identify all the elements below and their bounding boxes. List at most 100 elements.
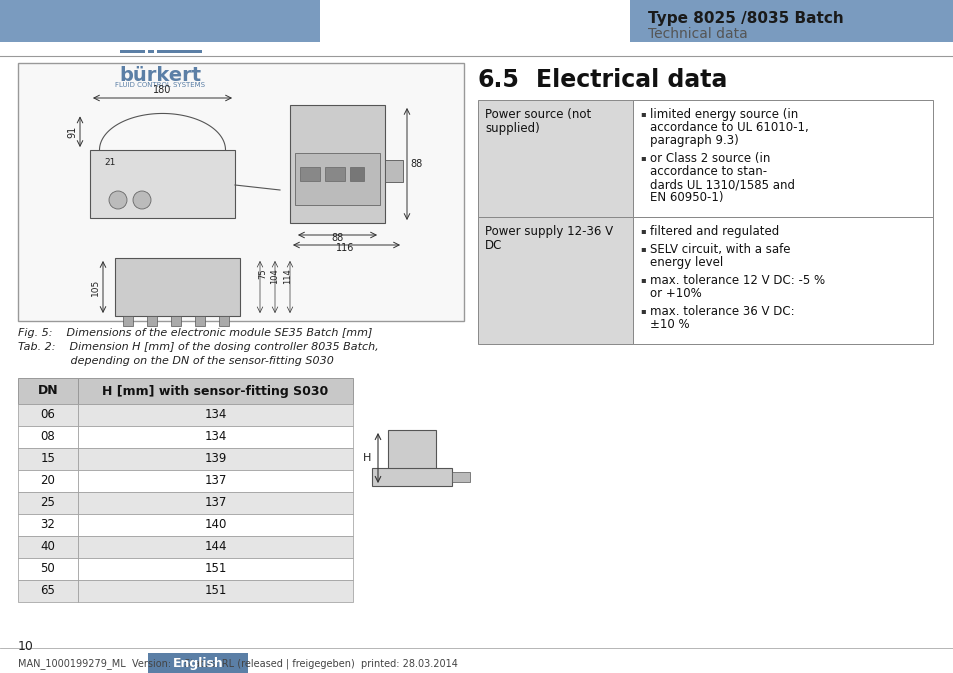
Bar xyxy=(18,558,78,580)
Text: limited energy source (in: limited energy source (in xyxy=(649,108,798,121)
Bar xyxy=(350,167,364,181)
Bar xyxy=(372,468,452,486)
Text: 91: 91 xyxy=(67,126,77,138)
Text: 21: 21 xyxy=(104,158,115,167)
Bar xyxy=(78,404,353,426)
Bar xyxy=(219,316,229,326)
Text: DC: DC xyxy=(484,239,502,252)
Text: max. tolerance 12 V DC: -5 %: max. tolerance 12 V DC: -5 % xyxy=(649,274,824,287)
Bar xyxy=(78,378,353,404)
Bar xyxy=(78,448,353,470)
Text: ▪: ▪ xyxy=(639,153,645,162)
Bar xyxy=(633,217,932,344)
Text: Electrical data: Electrical data xyxy=(536,68,726,92)
Bar xyxy=(18,492,78,514)
Bar xyxy=(194,316,205,326)
Bar xyxy=(388,430,436,480)
Text: 140: 140 xyxy=(204,518,227,532)
Bar xyxy=(120,50,145,53)
Bar xyxy=(477,100,633,217)
Bar xyxy=(171,316,181,326)
Text: bürkert: bürkert xyxy=(119,66,201,85)
Text: 151: 151 xyxy=(204,563,227,575)
Bar xyxy=(148,50,153,53)
Text: Technical data: Technical data xyxy=(647,27,747,41)
Bar xyxy=(78,536,353,558)
Text: 104: 104 xyxy=(270,268,278,284)
Text: 15: 15 xyxy=(41,452,55,466)
Text: 88: 88 xyxy=(410,159,422,169)
Bar xyxy=(18,426,78,448)
Text: depending on the DN of the sensor-fitting S030: depending on the DN of the sensor-fittin… xyxy=(18,356,334,366)
Text: paragraph 9.3): paragraph 9.3) xyxy=(649,134,738,147)
Bar xyxy=(299,167,319,181)
Text: 65: 65 xyxy=(41,584,55,598)
Text: 75: 75 xyxy=(257,268,267,279)
Bar xyxy=(115,258,240,316)
Text: filtered and regulated: filtered and regulated xyxy=(649,225,779,238)
Text: FLUID CONTROL SYSTEMS: FLUID CONTROL SYSTEMS xyxy=(115,82,205,88)
Text: 114: 114 xyxy=(283,268,292,284)
Text: accordance to UL 61010-1,: accordance to UL 61010-1, xyxy=(649,121,808,134)
Bar xyxy=(157,50,202,53)
Text: ▪: ▪ xyxy=(639,109,645,118)
Text: ▪: ▪ xyxy=(639,275,645,284)
Text: 105: 105 xyxy=(91,279,99,295)
Bar xyxy=(147,316,157,326)
Text: Type 8025 /8035 Batch: Type 8025 /8035 Batch xyxy=(647,11,842,26)
Text: 180: 180 xyxy=(153,85,172,95)
Bar xyxy=(633,100,932,217)
Text: English: English xyxy=(172,656,223,670)
Bar xyxy=(294,153,379,205)
Text: supplied): supplied) xyxy=(484,122,539,135)
Bar xyxy=(18,514,78,536)
Text: 137: 137 xyxy=(204,474,227,487)
Bar xyxy=(477,217,633,344)
Bar xyxy=(18,470,78,492)
Text: 20: 20 xyxy=(41,474,55,487)
Circle shape xyxy=(109,191,127,209)
Text: 6.5: 6.5 xyxy=(477,68,519,92)
Bar xyxy=(90,150,234,218)
Text: MAN_1000199279_ML  Version: C Status: RL (released | freigegeben)  printed: 28.0: MAN_1000199279_ML Version: C Status: RL … xyxy=(18,658,457,669)
Text: ±10 %: ±10 % xyxy=(649,318,689,331)
Text: 134: 134 xyxy=(204,409,227,421)
Bar xyxy=(78,580,353,602)
Bar xyxy=(148,653,248,673)
Bar xyxy=(290,105,385,223)
Bar xyxy=(78,470,353,492)
Text: 08: 08 xyxy=(41,431,55,444)
Bar xyxy=(325,167,345,181)
Text: H: H xyxy=(362,453,371,463)
Text: Power source (not: Power source (not xyxy=(484,108,591,121)
Bar xyxy=(18,404,78,426)
Bar xyxy=(18,580,78,602)
Bar xyxy=(18,63,463,321)
Bar xyxy=(18,448,78,470)
Bar xyxy=(78,558,353,580)
Text: 88: 88 xyxy=(331,233,343,243)
Bar xyxy=(18,536,78,558)
Text: EN 60950-1): EN 60950-1) xyxy=(649,191,722,204)
Text: Power supply 12-36 V: Power supply 12-36 V xyxy=(484,225,613,238)
Text: Tab. 2:    Dimension H [mm] of the dosing controller 8035 Batch,: Tab. 2: Dimension H [mm] of the dosing c… xyxy=(18,342,378,352)
Bar xyxy=(452,472,470,482)
Text: max. tolerance 36 V DC:: max. tolerance 36 V DC: xyxy=(649,305,794,318)
Circle shape xyxy=(132,191,151,209)
Bar xyxy=(0,0,319,42)
Bar xyxy=(78,492,353,514)
Text: DN: DN xyxy=(38,384,58,398)
Text: 139: 139 xyxy=(204,452,227,466)
Text: ▪: ▪ xyxy=(639,226,645,235)
Text: 137: 137 xyxy=(204,497,227,509)
Text: 10: 10 xyxy=(18,640,34,653)
Text: 134: 134 xyxy=(204,431,227,444)
Text: dards UL 1310/1585 and: dards UL 1310/1585 and xyxy=(649,178,794,191)
Bar xyxy=(629,0,953,42)
Text: 06: 06 xyxy=(41,409,55,421)
Text: 50: 50 xyxy=(41,563,55,575)
Text: Fig. 5:    Dimensions of the electronic module SE35 Batch [mm]: Fig. 5: Dimensions of the electronic mod… xyxy=(18,328,372,338)
Text: accordance to stan-: accordance to stan- xyxy=(649,165,766,178)
Text: 144: 144 xyxy=(204,540,227,553)
Bar xyxy=(18,378,78,404)
